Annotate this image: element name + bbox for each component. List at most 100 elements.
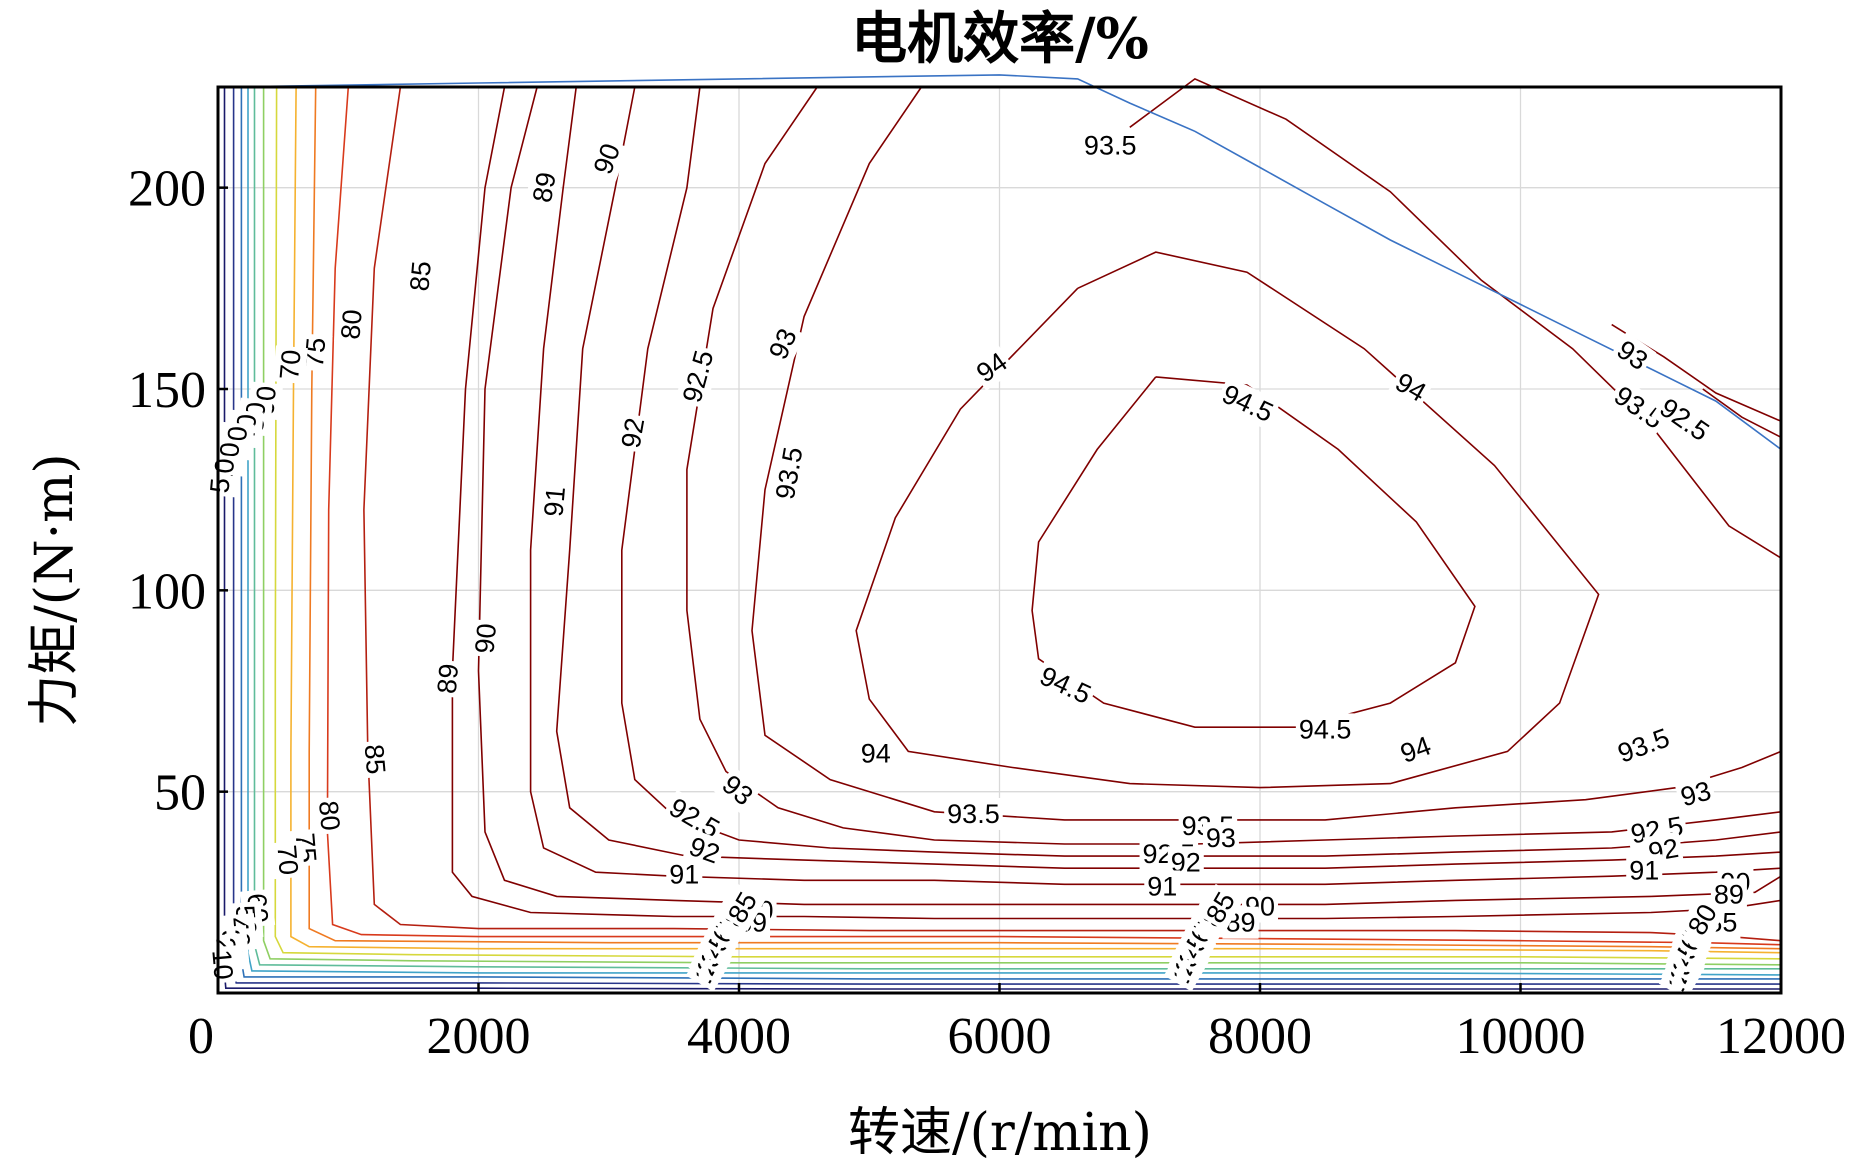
contour-label-bg (719, 883, 766, 932)
contour-line-85 (363, 86, 1782, 942)
contour-line-92-5 (621, 86, 1782, 857)
contour-label-bg (204, 945, 240, 984)
torque-limit-layer (228, 74, 1782, 451)
contour-line-20 (240, 87, 1781, 980)
contour-label: 89 (432, 662, 465, 695)
contour-line-75 (308, 86, 1782, 950)
x-tick-label: 2000 (427, 1008, 531, 1065)
contour-label-bg (270, 840, 306, 880)
contour-label: 80 (313, 799, 346, 832)
contour-line-93-5 (751, 86, 1782, 821)
contour-label: 93.5 (947, 799, 1000, 829)
contour-line-60 (274, 86, 1782, 960)
contour-label: 91 (1629, 855, 1659, 885)
contour-label-bg (311, 796, 347, 836)
contour-lines (223, 77, 1782, 990)
contour-label: 94 (861, 739, 891, 769)
chart-title: 电机效率/% (851, 6, 1149, 72)
contour-label: 10 (206, 948, 239, 981)
x-tick-label: 6000 (948, 1008, 1052, 1065)
contour-label: 70 (271, 844, 304, 877)
contour-label: 5 (204, 477, 235, 495)
contour-label: 94 (971, 346, 1013, 388)
contour-label-bg (357, 739, 393, 779)
contour-label-bg (1651, 389, 1718, 450)
contour-label-bg (760, 320, 806, 368)
contour-line-93 (686, 86, 1782, 845)
x-axis-title: 转速/(r/min) (848, 1103, 1152, 1163)
contour-label-bg (272, 345, 308, 385)
contour-label-bg (1710, 878, 1747, 911)
contour-line-91 (529, 86, 1782, 886)
contour-label: 85 (404, 260, 437, 293)
contour-label: 93 (763, 324, 803, 364)
contour-label: 92.5 (677, 347, 720, 406)
contour-line-92-5 (1702, 388, 1782, 439)
contour-label: 91 (539, 485, 572, 518)
contour-label-bg (1080, 129, 1140, 162)
y-tick-label: 200 (128, 161, 206, 218)
x-tick-label: 0 (188, 1008, 214, 1065)
contour-label-bg (537, 482, 573, 521)
contour-label-bg (403, 256, 439, 296)
contour-label-bg (1202, 822, 1239, 855)
axis-ticks: 0 2000 4000 6000 8000 10000 12000 50 100 150 200 (128, 161, 1846, 1065)
contour-label-bg (1197, 883, 1244, 932)
y-axis-title: 力矩/(N·m) (25, 453, 85, 726)
contour-line-94-5 (1031, 376, 1476, 728)
contour-label-bg (1626, 854, 1663, 887)
contour-line-70 (290, 86, 1782, 954)
y-tick-label: 50 (154, 765, 206, 822)
contour-line-10 (232, 87, 1781, 985)
x-tick-label: 10000 (1456, 1008, 1586, 1065)
contour-label-bg (1032, 658, 1099, 713)
contour-label-bg (203, 473, 237, 498)
contour-label-bg (675, 344, 722, 409)
contour-label-bg (666, 858, 703, 891)
contour-label-bg (585, 136, 629, 182)
contour-label-bg (614, 412, 652, 454)
contour-label-bg (1674, 773, 1718, 815)
contour-label-bg (525, 166, 564, 208)
contour-label: 93 (1206, 823, 1236, 853)
contour-line-93-5 (1129, 77, 1782, 559)
contour-label-bg (1608, 331, 1657, 379)
contour-label-bg (430, 659, 466, 699)
x-tick-label: 4000 (687, 1008, 791, 1065)
contour-label: 93 (716, 769, 758, 811)
contour-label: 80 (335, 308, 368, 341)
contour-line-40 (253, 87, 1781, 970)
contour-line-92 (555, 86, 1782, 869)
torque-limit-curve (228, 74, 1782, 451)
contour-label: 89 (527, 170, 562, 205)
contour-line-90 (477, 86, 1782, 906)
contour-label-bg (468, 619, 504, 658)
contour-label-bg (768, 441, 811, 505)
x-tick-label: 12000 (1716, 1008, 1846, 1065)
contour-label-bg (1295, 713, 1355, 746)
contour-label: 93.5 (770, 445, 809, 502)
contour-line-94 (855, 251, 1600, 789)
contour-label: 91 (1147, 871, 1177, 901)
x-tick-label: 8000 (1208, 1008, 1312, 1065)
contour-label: 70 (274, 348, 307, 381)
contour-label: 93 (1677, 776, 1714, 813)
contour-label-bg (713, 766, 762, 815)
contour-label: 91 (669, 859, 699, 889)
contour-label: 94.5 (1299, 714, 1352, 744)
contour-label: 92 (616, 416, 651, 451)
contour-label-bg (967, 343, 1016, 391)
contour-line-5 (223, 87, 1781, 990)
contour-line-89 (451, 86, 1782, 920)
contour-label-bg (1387, 364, 1435, 411)
contour-label-bg (1605, 377, 1672, 438)
contour-line-30 (247, 87, 1782, 976)
contour-label-bg (660, 789, 728, 847)
y-tick-label: 150 (128, 362, 206, 419)
contour-label-bg (944, 797, 1003, 830)
contour-label: 93.5 (1084, 131, 1137, 161)
contour-label: 85 (359, 743, 392, 776)
contour-label-bg (334, 305, 370, 344)
contour-label: 89 (1714, 879, 1744, 909)
